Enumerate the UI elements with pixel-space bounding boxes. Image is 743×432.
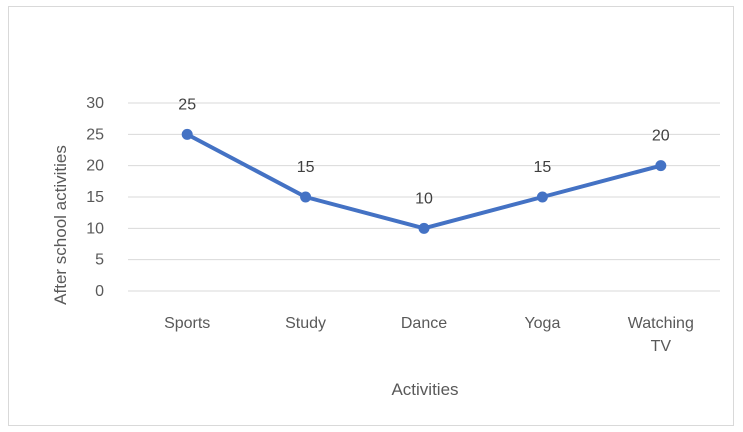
series-line: [185, 132, 663, 231]
x-tick-label-line: Dance: [401, 315, 447, 332]
data-point-yoga: [536, 191, 548, 203]
data-label-0: 25: [178, 96, 196, 113]
x-tick-label-3: Yoga: [524, 315, 560, 332]
data-labels: 25 15 10 15 20: [178, 96, 669, 207]
y-tick-label-20: 20: [86, 158, 104, 175]
series-line-group: [181, 128, 667, 234]
y-tick-label-30: 30: [86, 95, 104, 112]
data-point-study: [300, 191, 312, 203]
x-axis-title: Activities: [391, 380, 458, 399]
x-tick-label-line: Study: [285, 315, 326, 332]
x-tick-label-line: Sports: [164, 315, 210, 332]
x-tick-label-line: Watching: [628, 315, 694, 332]
x-tick-label-0: Sports: [164, 315, 210, 332]
y-axis-title: After school activities: [51, 145, 70, 305]
y-tick-label-25: 25: [86, 126, 104, 143]
x-tick-label-2: Dance: [401, 315, 447, 332]
y-axis-tick-labels: 0 5 10 15 20 25 30: [86, 95, 104, 300]
x-tick-label-line: Yoga: [524, 315, 560, 332]
data-label-2: 10: [415, 190, 433, 207]
data-point-dance: [418, 222, 430, 234]
data-label-4: 20: [652, 128, 670, 145]
x-axis-tick-labels: Sports Study Dance Yoga Watching TV: [164, 315, 694, 355]
y-tick-label-5: 5: [95, 252, 104, 269]
gridlines: [128, 102, 720, 292]
data-label-3: 15: [534, 159, 552, 176]
y-tick-label-10: 10: [86, 220, 104, 237]
data-point-sports: [181, 128, 193, 140]
x-tick-label-1: Study: [285, 315, 326, 332]
data-point-watching-tv: [655, 160, 667, 172]
data-label-1: 15: [297, 159, 315, 176]
y-tick-label-0: 0: [95, 283, 104, 300]
y-tick-label-15: 15: [86, 189, 104, 206]
x-tick-label-4: Watching TV: [628, 315, 694, 355]
x-tick-label-line: TV: [651, 338, 672, 355]
